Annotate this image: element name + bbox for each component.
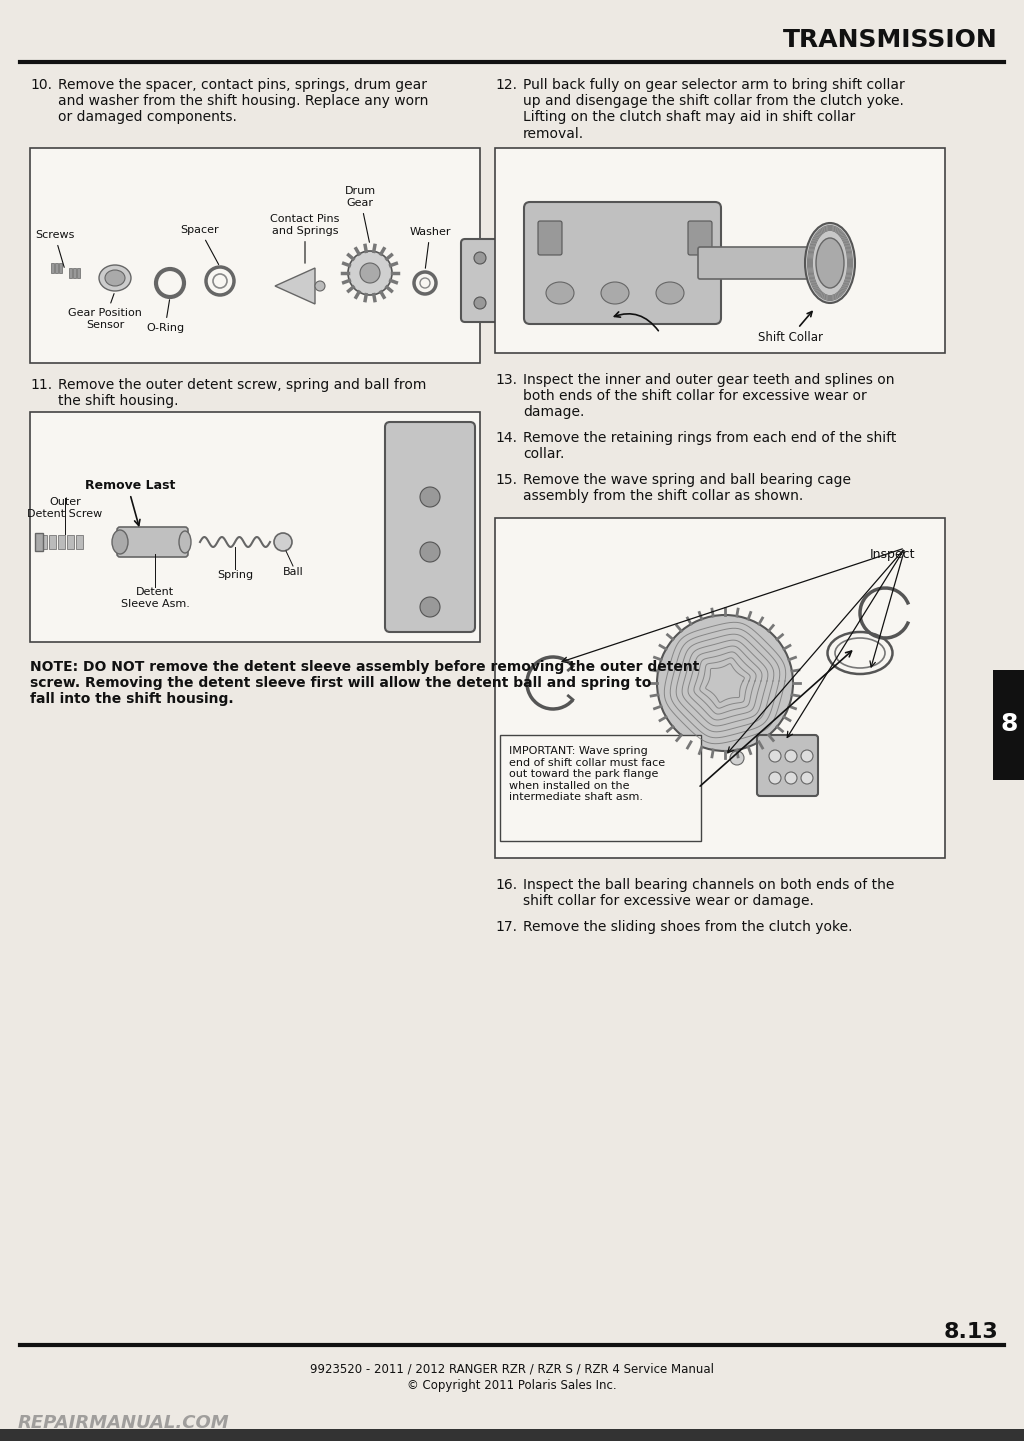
Text: Spring: Spring [217, 571, 253, 579]
Text: Inspect the inner and outer gear teeth and splines on
both ends of the shift col: Inspect the inner and outer gear teeth a… [523, 373, 895, 419]
Text: Remove the retaining rings from each end of the shift
collar.: Remove the retaining rings from each end… [523, 431, 896, 461]
FancyBboxPatch shape [524, 202, 721, 324]
Text: Detent
Sleeve Asm.: Detent Sleeve Asm. [121, 586, 189, 608]
Circle shape [657, 615, 793, 751]
Circle shape [420, 542, 440, 562]
Text: O-Ring: O-Ring [146, 300, 184, 333]
Bar [77, 268, 80, 278]
Circle shape [801, 749, 813, 762]
FancyBboxPatch shape [461, 239, 519, 321]
Text: 12.: 12. [495, 78, 517, 92]
FancyBboxPatch shape [688, 220, 712, 255]
Bar [40, 535, 47, 549]
Circle shape [769, 749, 781, 762]
Polygon shape [275, 268, 315, 304]
Ellipse shape [99, 265, 131, 291]
Ellipse shape [112, 530, 128, 553]
Text: 15.: 15. [495, 473, 517, 487]
FancyBboxPatch shape [993, 670, 1024, 780]
Ellipse shape [601, 282, 629, 304]
Text: Washer: Washer [410, 228, 451, 268]
Text: 16.: 16. [495, 878, 517, 892]
Bar [49, 535, 56, 549]
FancyBboxPatch shape [0, 1429, 1024, 1441]
Text: 8: 8 [1000, 712, 1018, 736]
Bar [67, 535, 74, 549]
Text: © Copyright 2011 Polaris Sales Inc.: © Copyright 2011 Polaris Sales Inc. [408, 1379, 616, 1392]
Ellipse shape [656, 282, 684, 304]
Bar [55, 264, 58, 272]
Text: Spacer: Spacer [180, 225, 219, 265]
Text: 9923520 - 2011 / 2012 RANGER RZR / RZR S / RZR 4 Service Manual: 9923520 - 2011 / 2012 RANGER RZR / RZR S… [310, 1363, 714, 1376]
FancyBboxPatch shape [757, 735, 818, 795]
Text: Pull back fully on gear selector arm to bring shift collar
up and disengage the : Pull back fully on gear selector arm to … [523, 78, 905, 141]
Text: Shift Collar: Shift Collar [758, 311, 822, 344]
Text: IMPORTANT: Wave spring
end of shift collar must face
out toward the park flange
: IMPORTANT: Wave spring end of shift coll… [509, 746, 666, 803]
Text: 14.: 14. [495, 431, 517, 445]
Ellipse shape [805, 223, 855, 303]
Circle shape [785, 772, 797, 784]
FancyBboxPatch shape [538, 220, 562, 255]
Bar [58, 535, 65, 549]
Ellipse shape [179, 530, 191, 553]
Circle shape [274, 533, 292, 550]
Text: 17.: 17. [495, 919, 517, 934]
Circle shape [420, 487, 440, 507]
Text: 11.: 11. [30, 378, 52, 392]
Bar [73, 268, 76, 278]
Circle shape [785, 749, 797, 762]
FancyBboxPatch shape [495, 148, 945, 353]
FancyBboxPatch shape [117, 527, 188, 558]
Text: 8.13: 8.13 [943, 1321, 998, 1342]
FancyBboxPatch shape [698, 246, 812, 280]
Text: 13.: 13. [495, 373, 517, 388]
Text: NOTE: DO NOT remove the detent sleeve assembly before removing the outer detent
: NOTE: DO NOT remove the detent sleeve as… [30, 660, 699, 706]
Circle shape [474, 252, 486, 264]
Bar [76, 535, 83, 549]
FancyBboxPatch shape [495, 517, 945, 857]
Text: Remove the spacer, contact pins, springs, drum gear
and washer from the shift ho: Remove the spacer, contact pins, springs… [58, 78, 428, 124]
Circle shape [801, 772, 813, 784]
Ellipse shape [105, 269, 125, 285]
Text: Contact Pins
and Springs: Contact Pins and Springs [270, 215, 340, 264]
Text: Remove the outer detent screw, spring and ball from
the shift housing.: Remove the outer detent screw, spring an… [58, 378, 426, 408]
Text: Remove Last: Remove Last [85, 478, 175, 491]
Text: Drum
Gear: Drum Gear [344, 186, 376, 242]
Text: REPAIRMANUAL.COM: REPAIRMANUAL.COM [18, 1414, 229, 1432]
Circle shape [315, 281, 325, 291]
FancyBboxPatch shape [30, 412, 480, 643]
Bar [51, 264, 54, 272]
Text: Screws: Screws [35, 231, 75, 268]
Text: 10.: 10. [30, 78, 52, 92]
FancyBboxPatch shape [500, 735, 701, 842]
Circle shape [769, 772, 781, 784]
Circle shape [730, 751, 744, 765]
Ellipse shape [546, 282, 574, 304]
Bar [35, 533, 43, 550]
Text: Ball: Ball [283, 566, 303, 576]
FancyBboxPatch shape [30, 148, 480, 363]
Circle shape [420, 597, 440, 617]
Circle shape [474, 297, 486, 308]
Text: TRANSMISSION: TRANSMISSION [783, 27, 998, 52]
Bar [59, 264, 62, 272]
Bar [69, 268, 72, 278]
Text: Inspect: Inspect [869, 548, 915, 561]
Text: Outer
Detent Screw: Outer Detent Screw [28, 497, 102, 519]
Circle shape [348, 251, 392, 295]
Text: Inspect the ball bearing channels on both ends of the
shift collar for excessive: Inspect the ball bearing channels on bot… [523, 878, 894, 908]
Circle shape [360, 264, 380, 282]
Text: Gear Position
Sensor: Gear Position Sensor [68, 294, 142, 330]
Text: Remove the wave spring and ball bearing cage
assembly from the shift collar as s: Remove the wave spring and ball bearing … [523, 473, 851, 503]
Ellipse shape [816, 238, 844, 288]
Text: Remove the sliding shoes from the clutch yoke.: Remove the sliding shoes from the clutch… [523, 919, 853, 934]
FancyBboxPatch shape [385, 422, 475, 633]
